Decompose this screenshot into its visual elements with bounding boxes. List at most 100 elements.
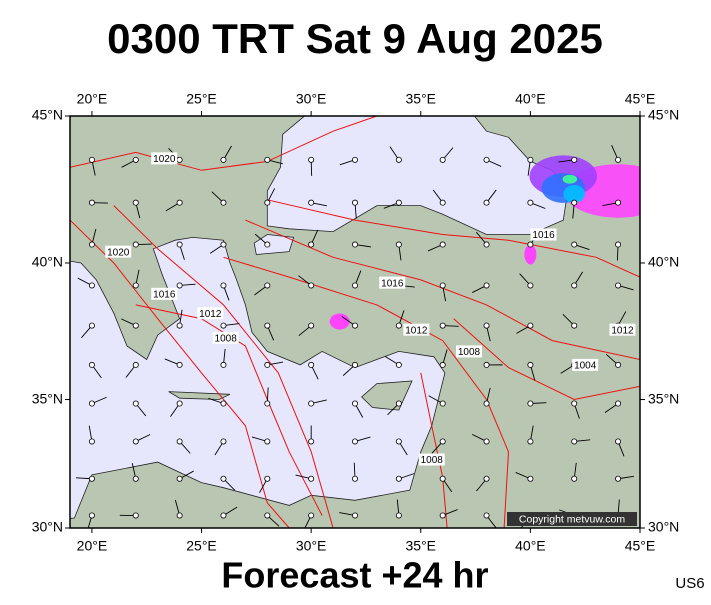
isobar-label: 1012 (405, 325, 428, 336)
lon-label: 35°E (406, 538, 437, 554)
isobar-label: 1012 (199, 309, 222, 320)
lat-label: 40°N (32, 254, 63, 270)
wind-station (352, 200, 357, 205)
isobar-label: 1012 (611, 325, 634, 336)
wind-station (528, 242, 533, 247)
wind-station (440, 362, 445, 367)
wind-station (615, 439, 620, 444)
lon-label: 30°E (296, 91, 327, 107)
wind-station (89, 242, 94, 247)
lon-label: 35°E (406, 91, 437, 107)
wind-station (572, 323, 577, 328)
wind-station (615, 476, 620, 481)
wind-station (221, 200, 226, 205)
wind-station (89, 157, 94, 162)
wind-station (440, 200, 445, 205)
wind-station (528, 157, 533, 162)
wind-station (352, 513, 357, 518)
isobar-label: 1020 (107, 247, 130, 258)
wind-station (615, 200, 620, 205)
precipitation (330, 313, 350, 329)
wind-station (528, 283, 533, 288)
wind-station (309, 513, 314, 518)
wind-station (177, 157, 182, 162)
wind-station (528, 323, 533, 328)
wind-station (396, 242, 401, 247)
isobar-label: 1008 (458, 347, 481, 358)
wind-station (309, 323, 314, 328)
wind-station (89, 362, 94, 367)
wind-station (572, 476, 577, 481)
wind-station (177, 242, 182, 247)
wind-station (528, 200, 533, 205)
wind-station (528, 362, 533, 367)
wind-station (484, 401, 489, 406)
wind-station (572, 283, 577, 288)
wind-station (133, 401, 138, 406)
wind-station (484, 157, 489, 162)
wind-station (309, 476, 314, 481)
wind-station (572, 200, 577, 205)
wind-station (265, 439, 270, 444)
wind-station (352, 242, 357, 247)
wind-station (309, 157, 314, 162)
precipitation (563, 175, 577, 184)
wind-station (133, 362, 138, 367)
wind-station (615, 283, 620, 288)
isobar-label: 1016 (153, 289, 176, 300)
wind-station (133, 476, 138, 481)
lat-label: 45°N (32, 107, 63, 123)
wind-station (133, 242, 138, 247)
wind-station (89, 476, 94, 481)
isobar-label: 1008 (215, 334, 238, 345)
wind-station (265, 362, 270, 367)
wind-station (309, 242, 314, 247)
wind-station (396, 401, 401, 406)
wind-station (177, 476, 182, 481)
wind-station (572, 439, 577, 444)
lat-label: 30°N (648, 519, 679, 535)
wind-station (309, 401, 314, 406)
wind-station (265, 283, 270, 288)
wind-station (177, 283, 182, 288)
isobar-label: 1016 (381, 278, 404, 289)
wind-station (89, 323, 94, 328)
wind-station (309, 439, 314, 444)
wind-station (265, 401, 270, 406)
wind-station (484, 323, 489, 328)
lat-label: 40°N (648, 254, 679, 270)
wind-station (265, 200, 270, 205)
wind-station (484, 439, 489, 444)
wind-station (440, 283, 445, 288)
model-code: US6 (675, 575, 704, 592)
wind-station (484, 362, 489, 367)
lon-label: 20°E (77, 538, 108, 554)
wind-station (177, 439, 182, 444)
lon-label: 40°E (515, 91, 546, 107)
wind-station (177, 401, 182, 406)
wind-station (309, 283, 314, 288)
wind-station (221, 439, 226, 444)
wind-station (484, 476, 489, 481)
wind-station (89, 283, 94, 288)
wind-station (484, 200, 489, 205)
wind-station (352, 362, 357, 367)
wind-station (440, 242, 445, 247)
wind-station (440, 439, 445, 444)
isobar-label: 1020 (153, 154, 176, 165)
wind-station (615, 242, 620, 247)
wind-station (572, 242, 577, 247)
lat-label: 35°N (32, 390, 63, 406)
wind-station (352, 401, 357, 406)
wind-station (615, 362, 620, 367)
wind-station (133, 283, 138, 288)
lon-label: 30°E (296, 538, 327, 554)
lon-label: 25°E (186, 538, 217, 554)
wind-station (221, 401, 226, 406)
wind-station (352, 476, 357, 481)
wind-station (572, 157, 577, 162)
wind-station (309, 200, 314, 205)
lon-label: 20°E (77, 91, 108, 107)
